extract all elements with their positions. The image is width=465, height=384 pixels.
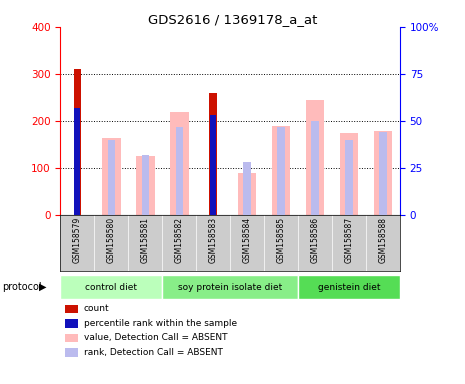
Text: GSM158579: GSM158579 (73, 217, 82, 263)
Bar (238, 173, 257, 215)
Bar (170, 112, 189, 215)
Text: value, Detection Call = ABSENT: value, Detection Call = ABSENT (84, 333, 227, 343)
Bar (339, 133, 359, 215)
Text: GSM158587: GSM158587 (345, 217, 353, 263)
Bar (107, 140, 115, 215)
Text: rank, Detection Call = ABSENT: rank, Detection Call = ABSENT (84, 348, 223, 357)
Bar (74, 108, 80, 215)
Bar (373, 131, 392, 215)
Bar (379, 132, 387, 215)
Text: soy protein isolate diet: soy protein isolate diet (178, 283, 282, 291)
Text: GSM158586: GSM158586 (311, 217, 319, 263)
Text: control diet: control diet (86, 283, 137, 291)
Bar (243, 162, 251, 215)
Text: GSM158582: GSM158582 (175, 217, 184, 263)
Bar (210, 115, 216, 215)
Text: genistein diet: genistein diet (318, 283, 380, 291)
Text: protocol: protocol (2, 282, 42, 292)
Bar (136, 156, 155, 215)
Bar (311, 121, 319, 215)
Bar (175, 127, 183, 215)
Bar (345, 140, 353, 215)
Bar (102, 138, 121, 215)
Text: GSM158581: GSM158581 (141, 217, 150, 263)
Bar (162, 275, 298, 299)
Bar (209, 93, 217, 215)
Text: GDS2616 / 1369178_a_at: GDS2616 / 1369178_a_at (148, 13, 317, 26)
Bar (306, 100, 325, 215)
Text: ▶: ▶ (39, 282, 46, 292)
Text: GSM158584: GSM158584 (243, 217, 252, 263)
Bar (298, 275, 400, 299)
Bar (73, 69, 81, 215)
Text: percentile rank within the sample: percentile rank within the sample (84, 319, 237, 328)
Text: GSM158583: GSM158583 (209, 217, 218, 263)
Text: GSM158588: GSM158588 (379, 217, 387, 263)
Bar (60, 275, 162, 299)
Text: GSM158585: GSM158585 (277, 217, 286, 263)
Text: count: count (84, 304, 109, 313)
Bar (277, 127, 285, 215)
Bar (141, 155, 149, 215)
Bar (272, 126, 291, 215)
Text: GSM158580: GSM158580 (107, 217, 116, 263)
